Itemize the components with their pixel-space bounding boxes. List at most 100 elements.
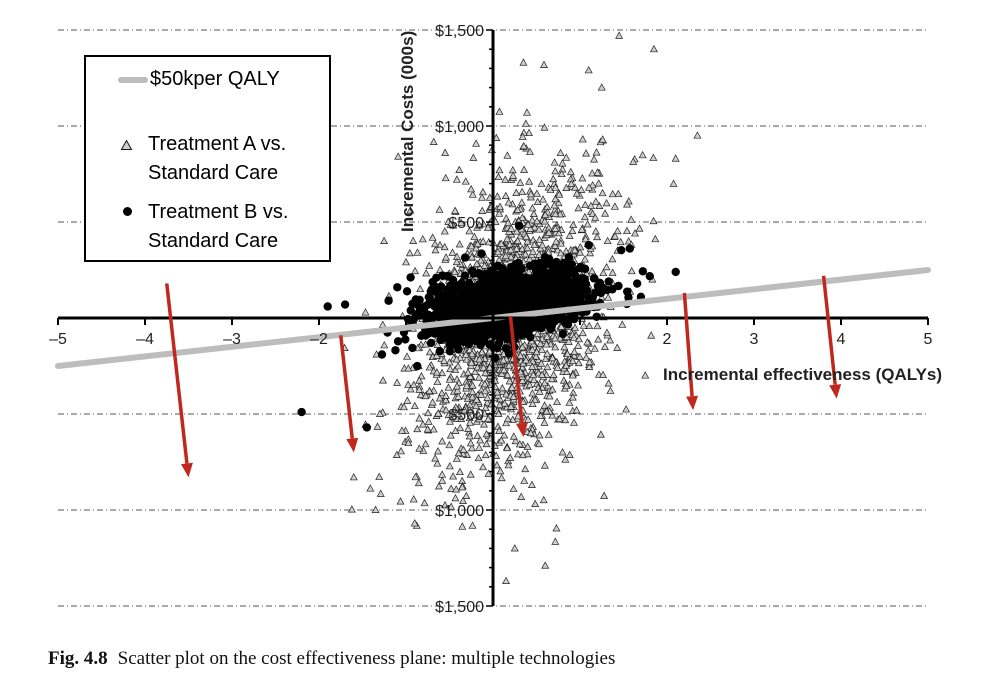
series-a-point-1276 xyxy=(501,175,510,183)
series-a-point-1297 xyxy=(568,371,577,379)
series-a-point-128 xyxy=(440,227,449,235)
x-tick-label: 2 xyxy=(663,331,672,348)
series-a-point-105 xyxy=(378,320,387,328)
series-a-point-1345 xyxy=(574,381,583,389)
x-axis-label: Incremental effectiveness (QALYs) xyxy=(663,365,942,384)
legend-series-b-label-1: Treatment B vs. xyxy=(148,201,289,223)
series-a-point-1123 xyxy=(459,445,468,453)
series-a-point-1479 xyxy=(425,386,434,395)
series-a-point-1511 xyxy=(518,376,527,384)
series-a-point-1134 xyxy=(503,370,512,379)
series-a-point-850 xyxy=(582,149,591,157)
series-a-point-778 xyxy=(451,493,460,502)
series-a-point-1693 xyxy=(555,414,564,423)
series-a-point-1320 xyxy=(518,450,527,459)
series-b-point-1498 xyxy=(519,273,528,283)
series-a-point-932 xyxy=(445,440,454,449)
series-b-point-1641 xyxy=(496,329,505,339)
series-b-point-1686 xyxy=(470,300,479,310)
series-a-point-1404 xyxy=(409,236,418,244)
series-a-point-142 xyxy=(547,374,556,383)
series-a-point-145 xyxy=(523,449,532,458)
series-b-point-1635 xyxy=(541,260,551,269)
series-b-point-90 xyxy=(564,253,574,262)
series-a-point-1416 xyxy=(603,236,612,245)
series-a-point-357 xyxy=(516,178,525,186)
series-a-point-972 xyxy=(504,198,513,206)
series-a-point-1128 xyxy=(599,370,608,378)
series-b-point-1207 xyxy=(426,296,435,305)
series-a-point-431 xyxy=(440,242,449,251)
series-a-point-0 xyxy=(465,226,474,235)
series-b-point-1434 xyxy=(401,335,410,344)
series-a-point-1608 xyxy=(467,358,476,366)
series-a-point-1623 xyxy=(569,333,578,341)
series-b-point-1578 xyxy=(424,329,433,338)
series-a-point-1520 xyxy=(583,338,592,346)
series-a-point-758 xyxy=(471,367,480,376)
series-a-point-1449 xyxy=(478,206,487,215)
series-a-point-1287 xyxy=(651,234,660,243)
arrow-head-1 xyxy=(346,437,359,453)
series-a-point-312 xyxy=(425,363,434,371)
y-tick-label: $1,000 xyxy=(435,119,484,136)
series-a-point-1343 xyxy=(516,351,525,359)
series-a-point-1448 xyxy=(557,169,566,178)
series-a-point-1630 xyxy=(499,365,508,374)
series-b-point-1577 xyxy=(554,276,563,286)
series-a-point-1530 xyxy=(472,244,481,252)
series-a-point-1288 xyxy=(627,215,636,223)
series-b-point-1628 xyxy=(511,259,521,269)
series-a-point-1656 xyxy=(580,255,589,263)
legend-series-b-entry: Treatment B vs. xyxy=(86,197,329,227)
series-a-point-437 xyxy=(551,241,560,249)
series-a-point-1041 xyxy=(631,229,640,237)
series-a-point-1529 xyxy=(442,405,451,414)
series-a-point-1349 xyxy=(543,332,551,340)
series-a-point-1315 xyxy=(483,393,492,401)
series-a-point-1240 xyxy=(509,392,518,400)
series-a-point-912 xyxy=(550,201,559,209)
series-a-point-1497 xyxy=(517,198,526,206)
series-b-point-1688 xyxy=(538,273,547,282)
x-tick-label: –5 xyxy=(49,331,67,348)
series-b-point-167 xyxy=(614,281,623,291)
series-a-point-246 xyxy=(366,484,375,492)
series-a-point-1521 xyxy=(478,187,487,196)
series-a-point-1192 xyxy=(565,231,574,239)
series-a-point-1106 xyxy=(493,247,502,256)
series-b-point-1550 xyxy=(595,278,605,288)
series-b-point-1564 xyxy=(495,271,504,281)
series-a-point-1376 xyxy=(540,378,549,387)
series-a-point-1411 xyxy=(611,232,620,240)
series-a-point-1576 xyxy=(608,189,617,198)
cost-effectiveness-plane: –5 –4 –3 –2 2 3 4 5 $1,500 $1,000 $500 $500 $1,000 $1… xyxy=(49,23,942,616)
series-a-point-1053 xyxy=(596,430,605,438)
series-a-point-1510 xyxy=(448,409,457,417)
series-a-point-922 xyxy=(468,392,477,401)
series-a-point-1477 xyxy=(581,234,590,243)
series-a-point-451 xyxy=(529,209,538,218)
series-a-point-690 xyxy=(513,449,522,458)
series-a-point-911 xyxy=(455,240,464,248)
legend-series-a-label-2: Standard Care xyxy=(148,162,279,184)
series-a-point-1295 xyxy=(399,402,408,411)
series-a-point-1692 xyxy=(574,334,583,343)
series-a-point-1480 xyxy=(497,239,506,247)
series-a-point-256 xyxy=(462,355,471,363)
series-a-point-453 xyxy=(416,390,425,399)
series-a-point-1176 xyxy=(635,224,644,232)
series-a-point-1292 xyxy=(523,243,532,252)
series-b-point-1583 xyxy=(476,340,485,350)
series-a-point-1126 xyxy=(450,267,459,276)
series-a-point-925 xyxy=(482,439,491,448)
series-a-point-543 xyxy=(452,175,461,183)
series-a-point-682 xyxy=(533,197,542,205)
series-a-point-1647 xyxy=(533,216,542,225)
series-a-point-949 xyxy=(540,401,549,409)
series-a-point-1228 xyxy=(537,179,546,187)
series-a-point-1635 xyxy=(411,472,420,481)
series-a-point-49 xyxy=(613,226,622,235)
series-a-point-281 xyxy=(595,201,604,210)
series-a-point-1008 xyxy=(457,414,466,422)
